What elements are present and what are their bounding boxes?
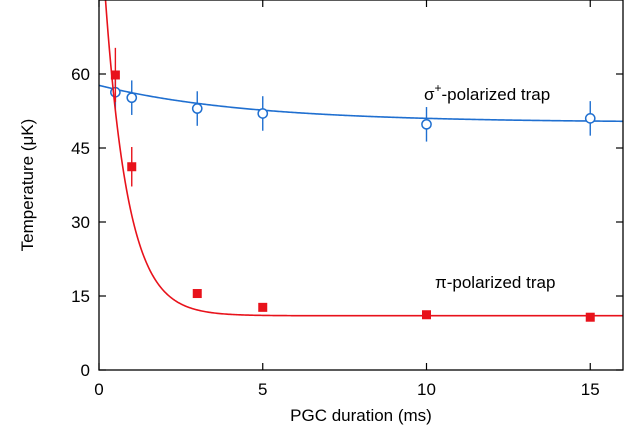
axis-ticks: 0 5 10 15 0 15 30 45 60 <box>71 0 623 399</box>
x-tick-label: 15 <box>581 380 600 399</box>
pi-data-point <box>127 162 137 172</box>
y-tick-label: 0 <box>81 361 90 380</box>
pi-fit-curve <box>104 0 623 317</box>
pi-label-text: -polarized trap <box>447 273 556 292</box>
y-axis-title: Temperature (μK) <box>18 119 37 252</box>
sigma-data-point <box>257 108 269 119</box>
pi-data-point <box>585 312 595 322</box>
pi-trap-label: π-polarized trap <box>435 273 555 292</box>
x-tick-label: 0 <box>94 380 103 399</box>
y-tick-label: 15 <box>71 287 90 306</box>
pi-data-point <box>110 70 120 80</box>
x-tick-label: 10 <box>417 380 436 399</box>
sigma-series <box>99 74 623 142</box>
sigma-label-text: -polarized trap <box>442 85 551 104</box>
pi-data-point <box>422 310 431 320</box>
y-tick-label: 45 <box>71 139 90 158</box>
pi-symbol: π <box>435 273 447 292</box>
plot-area <box>99 0 623 322</box>
x-tick-label: 5 <box>258 380 267 399</box>
y-tick-label: 60 <box>71 65 90 84</box>
plot-frame <box>98 0 624 371</box>
sigma-data-point <box>126 92 138 104</box>
pi-data-point <box>192 289 202 299</box>
sigma-data-point <box>191 103 203 114</box>
sigma-data-point <box>421 118 432 130</box>
sigma-trap-label: σ+-polarized trap <box>424 81 550 104</box>
sigma-symbol: σ <box>424 85 435 104</box>
sigma-superscript: + <box>435 81 442 95</box>
pi-series <box>104 0 623 322</box>
y-tick-label: 30 <box>71 213 90 232</box>
sigma-fit-curve <box>99 84 623 123</box>
x-axis-title: PGC duration (ms) <box>290 406 432 425</box>
sigma-data-point <box>584 113 596 124</box>
pi-data-point <box>258 302 268 312</box>
